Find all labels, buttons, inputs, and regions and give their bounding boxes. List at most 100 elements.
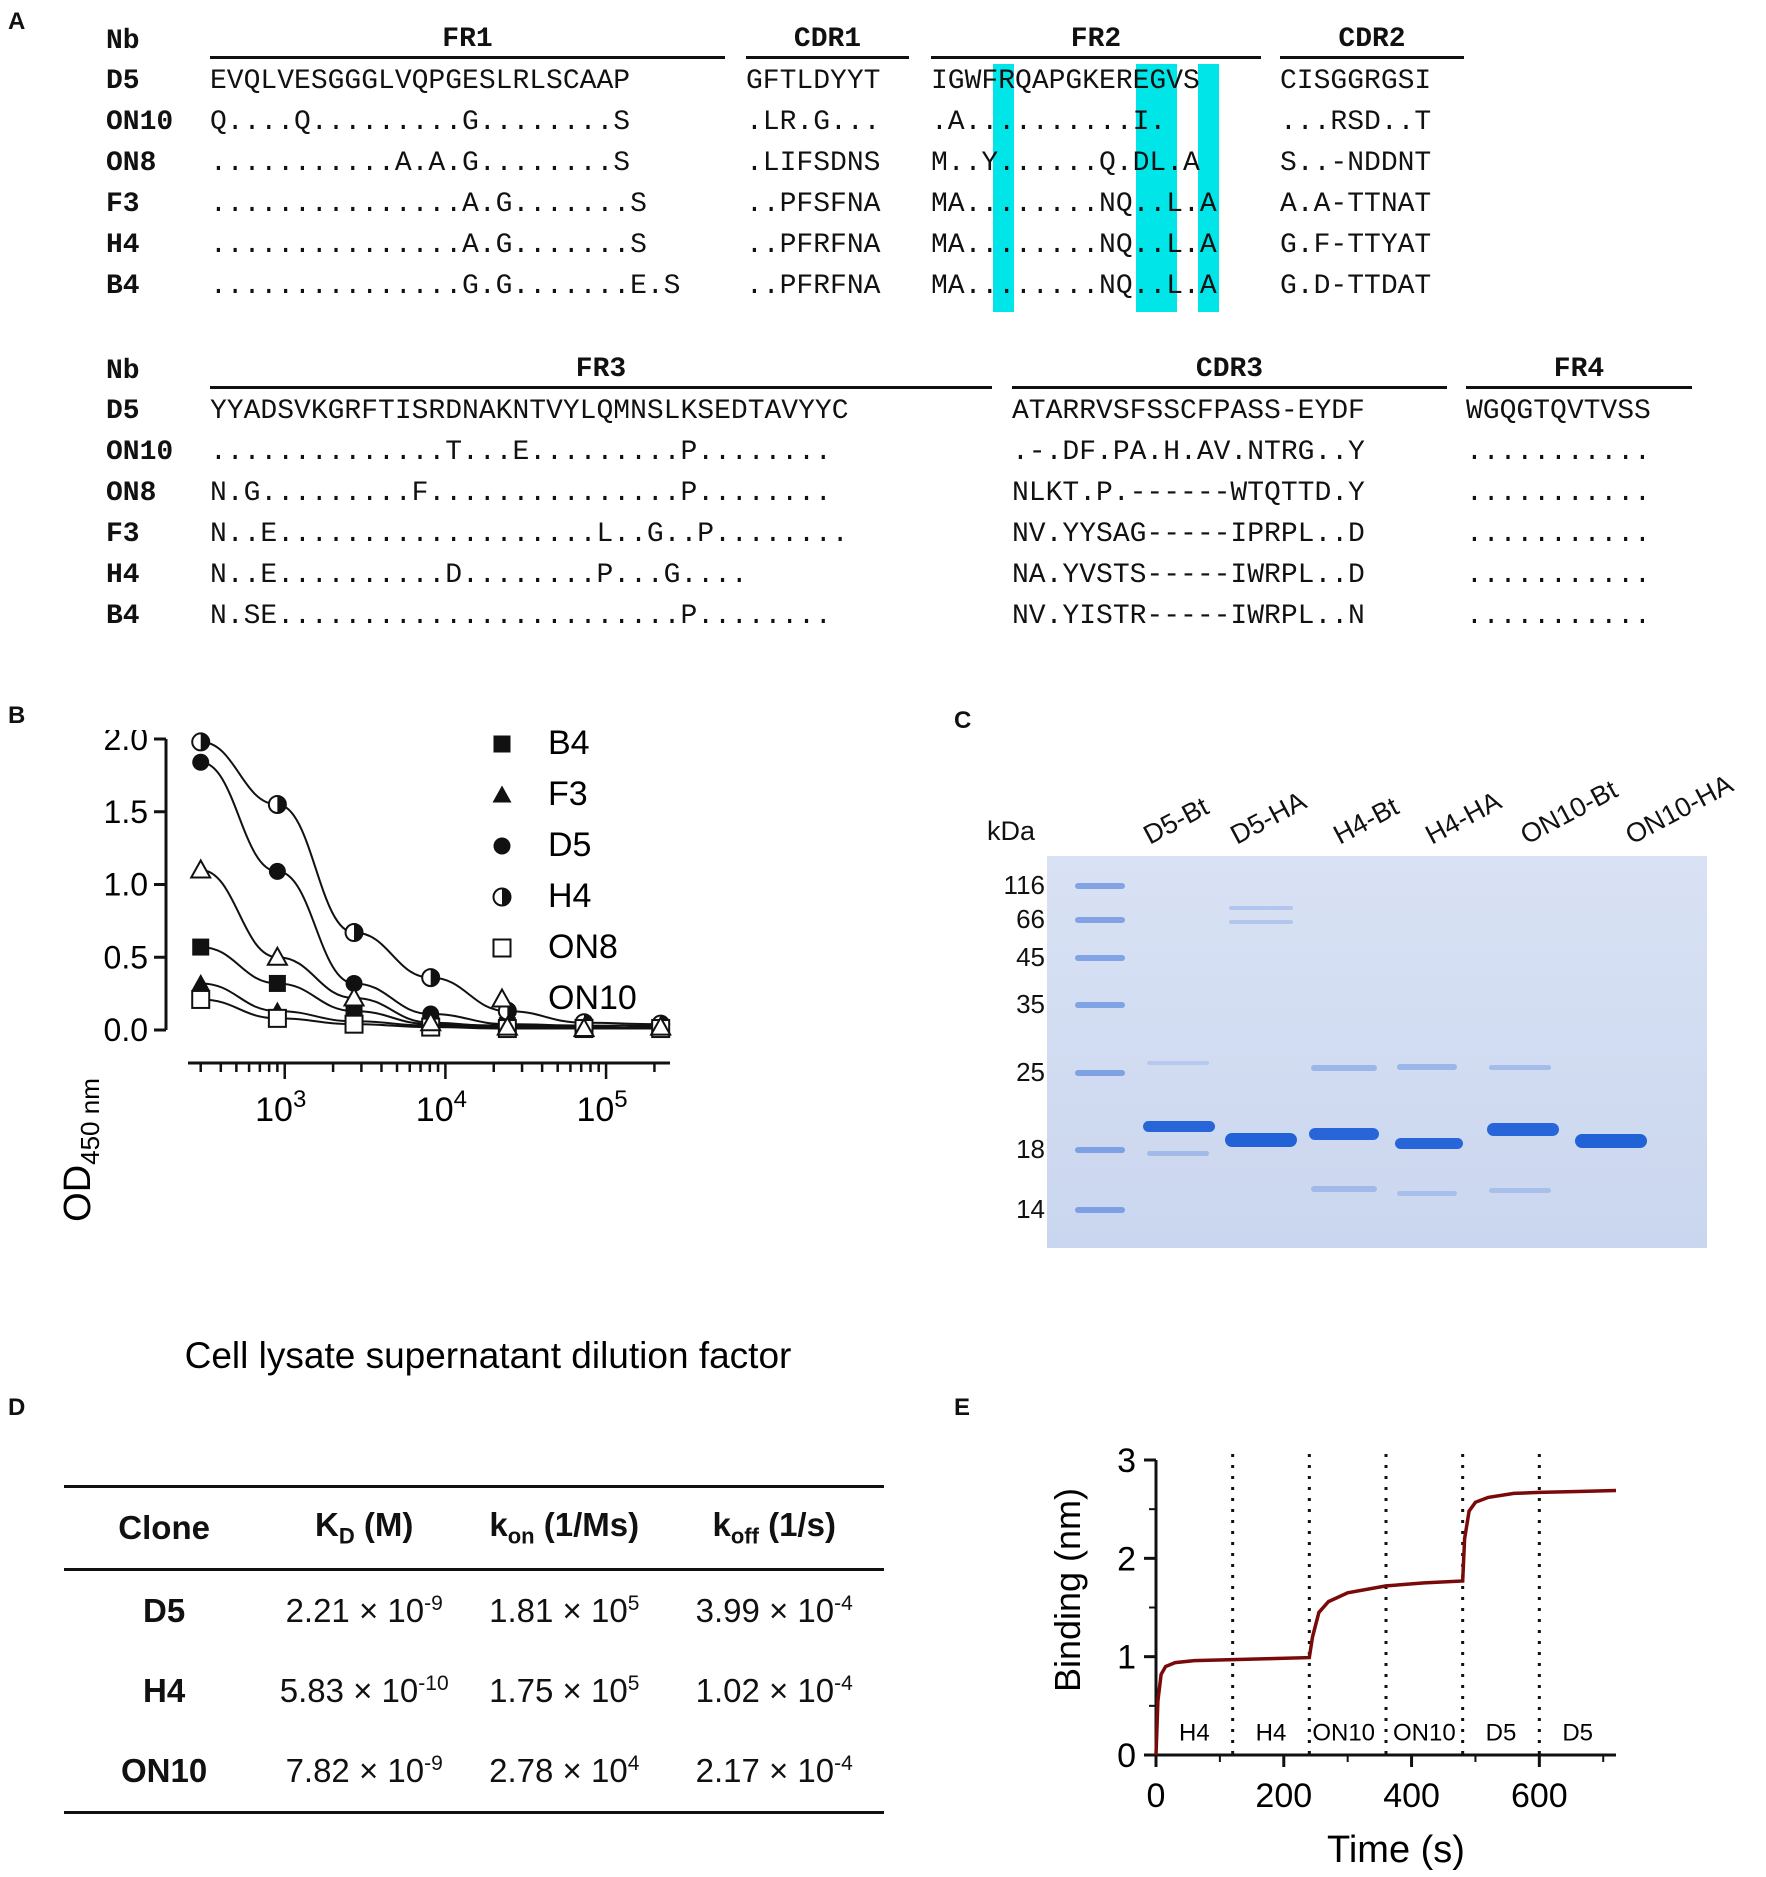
sequence-segment-fr4: WGQGTQVTVSS bbox=[1466, 396, 1651, 427]
sequence-name: F3 bbox=[106, 519, 140, 550]
sequence-segment-cdr2: S..-NDDNT bbox=[1280, 148, 1432, 179]
elisa-y-tick-label: 0.0 bbox=[104, 1012, 148, 1048]
highlight-column-f bbox=[993, 64, 1014, 312]
elisa-data-point bbox=[572, 1016, 596, 1038]
region-header-cdr3: CDR3 bbox=[1012, 354, 1447, 389]
binding-chart: 0 1 2 3 0 200 400 600 H4 H4 ON10 ON10 D5 D5 Time (s)… bbox=[1047, 1442, 1617, 1870]
elisa-data-point bbox=[344, 923, 364, 943]
gel-band bbox=[1487, 1123, 1559, 1136]
binding-x-axis-label: Time (s) bbox=[1327, 1829, 1465, 1870]
elisa-legend-label: F3 bbox=[548, 775, 588, 813]
gel-band bbox=[1075, 955, 1125, 961]
sequence-segment-fr3: N..E..........D........P...G.... bbox=[210, 560, 748, 591]
sequence-name: F3 bbox=[106, 189, 140, 220]
sequence-segment-fr1: Q....Q.........G........S bbox=[210, 107, 631, 138]
gel-marker-label: 35 bbox=[1016, 989, 1045, 1019]
elisa-data-point bbox=[191, 989, 211, 1009]
elisa-data-point bbox=[268, 974, 286, 992]
cell-kd: 2.21 × 10-9 bbox=[285, 1592, 443, 1629]
alignment-row: B4 ...............G.G.......E.S ..PFRFNA MA… bbox=[0, 271, 1766, 311]
gel-band bbox=[1395, 1138, 1463, 1149]
binding-phase-label: D5 bbox=[1562, 1719, 1593, 1746]
elisa-data-point bbox=[191, 973, 211, 991]
alignment-row: ON10 ..............T...E.........P.......… bbox=[0, 437, 1766, 477]
sequence-segment-cdr1: ..PFRFNA bbox=[746, 271, 881, 302]
gel-band bbox=[1143, 1121, 1215, 1132]
alignment-row: D5 YYADSVKGRFTISRDNAKNTVYLQMNSLKSEDTAVYYC… bbox=[0, 396, 1766, 436]
gel-lane-label: ON10-Bt bbox=[1515, 774, 1623, 851]
gel-band bbox=[1311, 1065, 1377, 1071]
gel-band bbox=[1397, 1191, 1457, 1196]
sequence-name: D5 bbox=[106, 66, 140, 97]
elisa-data-point bbox=[192, 938, 210, 956]
highlight-column-g bbox=[1198, 64, 1219, 312]
cell-kon: 1.75 × 105 bbox=[489, 1672, 640, 1709]
alignment-header-label: Nb bbox=[106, 26, 140, 57]
elisa-data-point bbox=[345, 974, 363, 992]
elisa-data-point bbox=[267, 1008, 287, 1028]
region-header-fr2: FR2 bbox=[931, 24, 1261, 59]
gel-band bbox=[1229, 920, 1293, 924]
sequence-segment-cdr2: A.A-TTNAT bbox=[1280, 189, 1432, 220]
table-row: ON10 7.82 × 10-9 2.78 × 104 2.17 × 10-4 bbox=[64, 1731, 884, 1814]
cell-koff: 1.02 × 10-4 bbox=[695, 1672, 853, 1709]
region-header-fr1: FR1 bbox=[210, 24, 725, 59]
sequence-segment-fr2: IGWFRQAPGKEREGVS bbox=[931, 66, 1200, 97]
elisa-y-tick-label: 0.5 bbox=[104, 939, 148, 975]
elisa-y-tick-label: 2.0 bbox=[104, 730, 148, 757]
sequence-segment-cdr2: CISGGRGSI bbox=[1280, 66, 1432, 97]
kinetics-table: Clone KD (M) kon (1/Ms) koff (1/s) D5 2.… bbox=[64, 1485, 884, 1814]
alignment-header-label-2: Nb bbox=[106, 356, 140, 387]
elisa-data-point bbox=[192, 753, 210, 771]
header-kd: KD (M) bbox=[264, 1485, 465, 1571]
gel-marker-label: 116 bbox=[1003, 870, 1045, 900]
cell-clone: ON10 bbox=[64, 1731, 265, 1814]
cell-kd: 7.82 × 10-9 bbox=[264, 1731, 465, 1814]
elisa-x-tick-label: 103 bbox=[255, 1086, 306, 1129]
gel-band bbox=[1309, 1128, 1379, 1140]
gel-band bbox=[1229, 906, 1293, 910]
elisa-data-point bbox=[496, 1015, 519, 1036]
sequence-segment-cdr3: NA.YVSTS-----IWRPL..D bbox=[1012, 560, 1365, 591]
gel-marker-label: 45 bbox=[1016, 942, 1045, 972]
elisa-data-point bbox=[419, 1011, 442, 1032]
cell-kon: 1.81 × 105 bbox=[489, 1592, 640, 1629]
gel-lane-label: D5-Bt bbox=[1138, 791, 1214, 851]
gel-band bbox=[1575, 1134, 1647, 1148]
binding-phase-label: H4 bbox=[1256, 1719, 1287, 1746]
gel-band bbox=[1075, 1147, 1125, 1153]
binding-phase-label: ON10 bbox=[1393, 1719, 1456, 1746]
table-header-row: Clone KD (M) kon (1/Ms) koff (1/s) bbox=[64, 1485, 884, 1571]
binding-phase-label: H4 bbox=[1179, 1719, 1210, 1746]
sequence-segment-fr1: ...............A.G.......S bbox=[210, 189, 647, 220]
sequence-segment-cdr1: .LR.G... bbox=[746, 107, 881, 138]
sequence-segment-fr1: ...............G.G.......E.S bbox=[210, 271, 681, 302]
binding-trace bbox=[1154, 1488, 1617, 1756]
table-row: H4 5.83 × 10-10 1.75 × 105 1.02 × 10-4 bbox=[64, 1651, 884, 1731]
sequence-name: H4 bbox=[106, 560, 140, 591]
binding-x-tick-label: 400 bbox=[1383, 1777, 1440, 1815]
elisa-fit-curve bbox=[200, 761, 661, 1027]
sequence-name: H4 bbox=[106, 230, 140, 261]
elisa-data-point bbox=[492, 785, 512, 803]
alignment-row: H4 ...............A.G.......S ..PFRFNA MA..… bbox=[0, 230, 1766, 270]
gel-band bbox=[1311, 1186, 1377, 1192]
panel-letter-d: D bbox=[8, 1394, 26, 1421]
alignment-row: ON8 ...........A.A.G........S .LIFSDNS M..Y… bbox=[0, 148, 1766, 188]
elisa-y-tick-label: 1.0 bbox=[104, 867, 148, 903]
sequence-segment-cdr1: ..PFSFNA bbox=[746, 189, 881, 220]
sequence-segment-fr2: MA........NQ..L.A bbox=[931, 189, 1217, 220]
elisa-data-point bbox=[268, 862, 286, 880]
alignment-row: ON10 Q....Q.........G........S .LR.G... .A.… bbox=[0, 107, 1766, 147]
elisa-x-axis-label: Cell lysate supernatant dilution factor bbox=[185, 1335, 792, 1376]
cell-kon: 2.78 × 104 bbox=[464, 1731, 665, 1814]
elisa-legend-label: H4 bbox=[548, 877, 591, 915]
sequence-name: B4 bbox=[106, 271, 140, 302]
elisa-x-tick-label: 105 bbox=[576, 1086, 627, 1129]
highlight-column-er bbox=[1136, 64, 1177, 312]
elisa-x-tick-label: 104 bbox=[416, 1086, 467, 1129]
cell-koff: 2.17 × 10-4 bbox=[664, 1731, 884, 1814]
gel-lane-label: H4-Bt bbox=[1328, 791, 1404, 851]
cell-kd: 5.83 × 10-10 bbox=[279, 1672, 449, 1709]
sequence-segment-cdr3: NV.YYSAG-----IPRPL..D bbox=[1012, 519, 1365, 550]
